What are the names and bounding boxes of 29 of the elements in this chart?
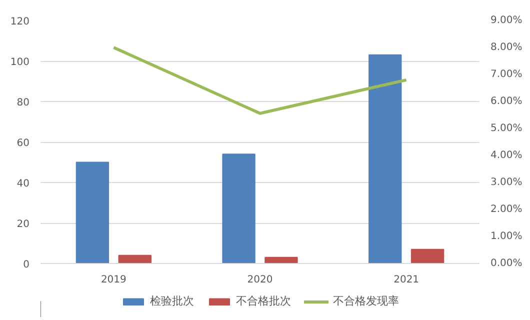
y-tick-label: 120 (10, 16, 30, 28)
y2-tick-label: 3.00% (490, 177, 522, 188)
x-tick-label: 2021 (394, 274, 420, 286)
y2-tick-label: 2.00% (490, 204, 522, 215)
bar (410, 248, 444, 264)
y2-tick-label: 1.00% (490, 231, 522, 242)
y2-tick-label: 7.00% (490, 69, 522, 80)
y2-tick-label: 6.00% (490, 96, 522, 107)
bar (368, 54, 402, 264)
y-tick-label: 60 (16, 138, 30, 149)
x-tick-label: 2019 (100, 274, 126, 286)
y2-tick-label: 8.00% (490, 42, 522, 53)
bar (76, 162, 110, 264)
y2-tick-label: 5.00% (490, 123, 522, 134)
x-tick-label: 2020 (247, 274, 273, 286)
y2-tick-label: 9.00% (490, 15, 522, 26)
y-tick-label: 0 (23, 260, 30, 270)
legend-label: 检验批次 (150, 294, 194, 308)
y-tick-label: 20 (16, 219, 30, 230)
bar (264, 256, 298, 264)
legend-label: 不合格发现率 (333, 294, 399, 308)
y-tick-label: 80 (16, 98, 30, 108)
y-tick-label: 40 (16, 178, 30, 190)
y2-tick-label: 4.00% (490, 150, 522, 161)
legend-label: 不合格批次 (236, 294, 291, 308)
y2-tick-label: 0.00% (490, 258, 522, 269)
bar (118, 254, 152, 264)
bar (222, 154, 256, 264)
y-tick-label: 100 (10, 57, 30, 68)
